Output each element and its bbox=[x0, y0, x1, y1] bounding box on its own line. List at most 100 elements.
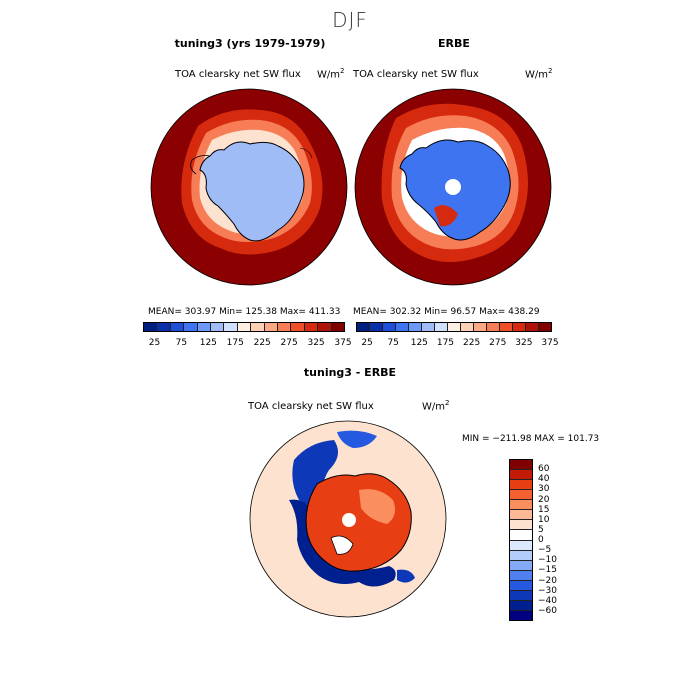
panel-variable-label: TOA clearsky net SW flux bbox=[175, 69, 301, 80]
colorbar-tick-label: 10 bbox=[538, 514, 550, 525]
colorbar-swatch bbox=[510, 590, 532, 601]
polar-data-hole bbox=[445, 179, 461, 195]
colorbar-swatch bbox=[510, 530, 532, 541]
colorbar-swatch bbox=[510, 610, 532, 620]
colorbar-swatch bbox=[510, 510, 532, 521]
diff-variable-label: TOA clearsky net SW flux bbox=[248, 401, 374, 412]
colorbar-swatch bbox=[510, 520, 532, 531]
colorbar-swatch bbox=[513, 323, 526, 331]
colorbar-tick-label: 325 bbox=[307, 338, 325, 348]
colorbar-tick-label: 0 bbox=[538, 535, 544, 545]
colorbar-swatch bbox=[197, 323, 212, 331]
diff-negative-ring bbox=[289, 499, 396, 587]
colorbar-tick-label: 25 bbox=[148, 338, 161, 348]
colorbar-swatch bbox=[318, 323, 332, 331]
map-obs bbox=[354, 88, 552, 286]
colorbar-swatch bbox=[539, 323, 551, 331]
colorbar-swatch bbox=[435, 323, 448, 331]
colorbar-tick-label: 75 bbox=[387, 338, 399, 348]
diff-negative-area bbox=[337, 430, 377, 448]
page-title: DJF bbox=[332, 8, 368, 32]
polar-data-hole bbox=[342, 513, 356, 527]
colorbar-swatch bbox=[331, 323, 345, 331]
colorbar-swatch bbox=[510, 580, 532, 591]
colorbar-tick-label: 225 bbox=[253, 338, 271, 348]
colorbar-tick-label: 125 bbox=[410, 338, 428, 348]
colorbar-swatch bbox=[487, 323, 500, 331]
antarctica-landmass bbox=[199, 141, 305, 242]
colorbar-tick-label: −15 bbox=[538, 565, 557, 576]
colorbar-difference bbox=[509, 459, 533, 621]
colorbar-swatch bbox=[291, 323, 305, 331]
colorbar-swatch bbox=[510, 570, 532, 581]
colorbar-swatch bbox=[461, 323, 474, 331]
colorbar-swatch bbox=[510, 550, 532, 561]
map-model bbox=[150, 88, 348, 286]
colorbar-swatch bbox=[211, 323, 225, 331]
colorbar-tick-label: 375 bbox=[334, 338, 352, 348]
colorbar-obs-swatches bbox=[356, 322, 552, 332]
colorbar-tick-label: 40 bbox=[538, 474, 550, 485]
panel-title-model: tuning3 (yrs 1979-1979) bbox=[174, 37, 326, 50]
colorbar-swatch bbox=[251, 323, 265, 331]
colorbar-swatch bbox=[237, 323, 252, 331]
colorbar-model bbox=[143, 322, 345, 332]
diff-moderate-area bbox=[359, 489, 395, 524]
colorbar-swatch bbox=[448, 323, 461, 331]
diff-negative-area bbox=[397, 569, 415, 583]
panel-stats: MEAN= 303.97 Min= 125.38 Max= 411.33 bbox=[148, 307, 341, 317]
colorbar-swatch bbox=[383, 323, 396, 331]
colorbar-swatch bbox=[304, 323, 319, 331]
diff-panel-title: tuning3 - ERBE bbox=[303, 366, 397, 379]
panel-units-label: W/m2 bbox=[525, 67, 553, 81]
colorbar-tick-label: 5 bbox=[538, 524, 544, 535]
colorbar-swatch bbox=[510, 560, 532, 571]
colorbar-tick-label: 175 bbox=[436, 338, 455, 348]
colorbar-tick-label: 375 bbox=[541, 338, 559, 348]
colorbar-obs bbox=[356, 322, 552, 332]
colorbar-tick-label: 75 bbox=[175, 338, 188, 348]
colorbar-tick-label: 225 bbox=[463, 338, 481, 348]
colorbar-swatch bbox=[357, 323, 370, 331]
colorbar-swatch bbox=[278, 323, 292, 331]
colorbar-swatch bbox=[409, 323, 422, 331]
ross-ice-shelf bbox=[330, 535, 354, 555]
peninsula-outline bbox=[190, 155, 211, 175]
colorbar-swatch bbox=[510, 490, 532, 501]
panel-stats: MEAN= 302.32 Min= 96.57 Max= 438.29 bbox=[353, 307, 540, 317]
colorbar-tick-label: 175 bbox=[226, 338, 244, 348]
colorbar-swatch bbox=[510, 600, 532, 611]
colorbar-swatch bbox=[157, 323, 171, 331]
colorbar-swatch bbox=[500, 323, 513, 331]
colorbar-tick-label: 60 bbox=[538, 464, 550, 475]
colorbar-tick-label: −40 bbox=[538, 595, 557, 606]
coastline-detail bbox=[299, 147, 313, 159]
colorbar-tick-label: −60 bbox=[538, 605, 557, 616]
ross-sea-region bbox=[434, 205, 458, 227]
colorbar-tick-label: 15 bbox=[538, 504, 550, 515]
colorbar-tick-label: 325 bbox=[515, 338, 533, 348]
map-difference bbox=[249, 420, 447, 618]
diff-negative-area bbox=[292, 440, 338, 505]
colorbar-swatch bbox=[170, 323, 185, 331]
colorbar-swatch bbox=[144, 323, 158, 331]
colorbar-tick-label: 125 bbox=[199, 338, 217, 348]
colorbar-tick-label: 25 bbox=[361, 338, 373, 348]
panel-variable-label: TOA clearsky net SW flux bbox=[353, 69, 479, 80]
colorbar-model-swatches bbox=[143, 322, 345, 332]
colorbar-tick-label: −5 bbox=[538, 545, 552, 556]
colorbar-tick-label: 275 bbox=[489, 338, 507, 348]
colorbar-swatch bbox=[510, 470, 532, 481]
colorbar-swatch bbox=[510, 540, 532, 551]
colorbar-swatch bbox=[396, 323, 409, 331]
colorbar-swatch bbox=[474, 323, 487, 331]
colorbar-swatch bbox=[264, 323, 279, 331]
colorbar-swatch bbox=[422, 323, 435, 331]
colorbar-swatch bbox=[510, 500, 532, 511]
diff-units-label: W/m2 bbox=[422, 399, 450, 413]
colorbar-tick-label: −10 bbox=[538, 555, 557, 566]
colorbar-swatch bbox=[184, 323, 198, 331]
colorbar-tick-label: 275 bbox=[280, 338, 298, 348]
panel-units-label: W/m2 bbox=[317, 67, 345, 81]
colorbar-tick-label: 20 bbox=[538, 494, 550, 505]
